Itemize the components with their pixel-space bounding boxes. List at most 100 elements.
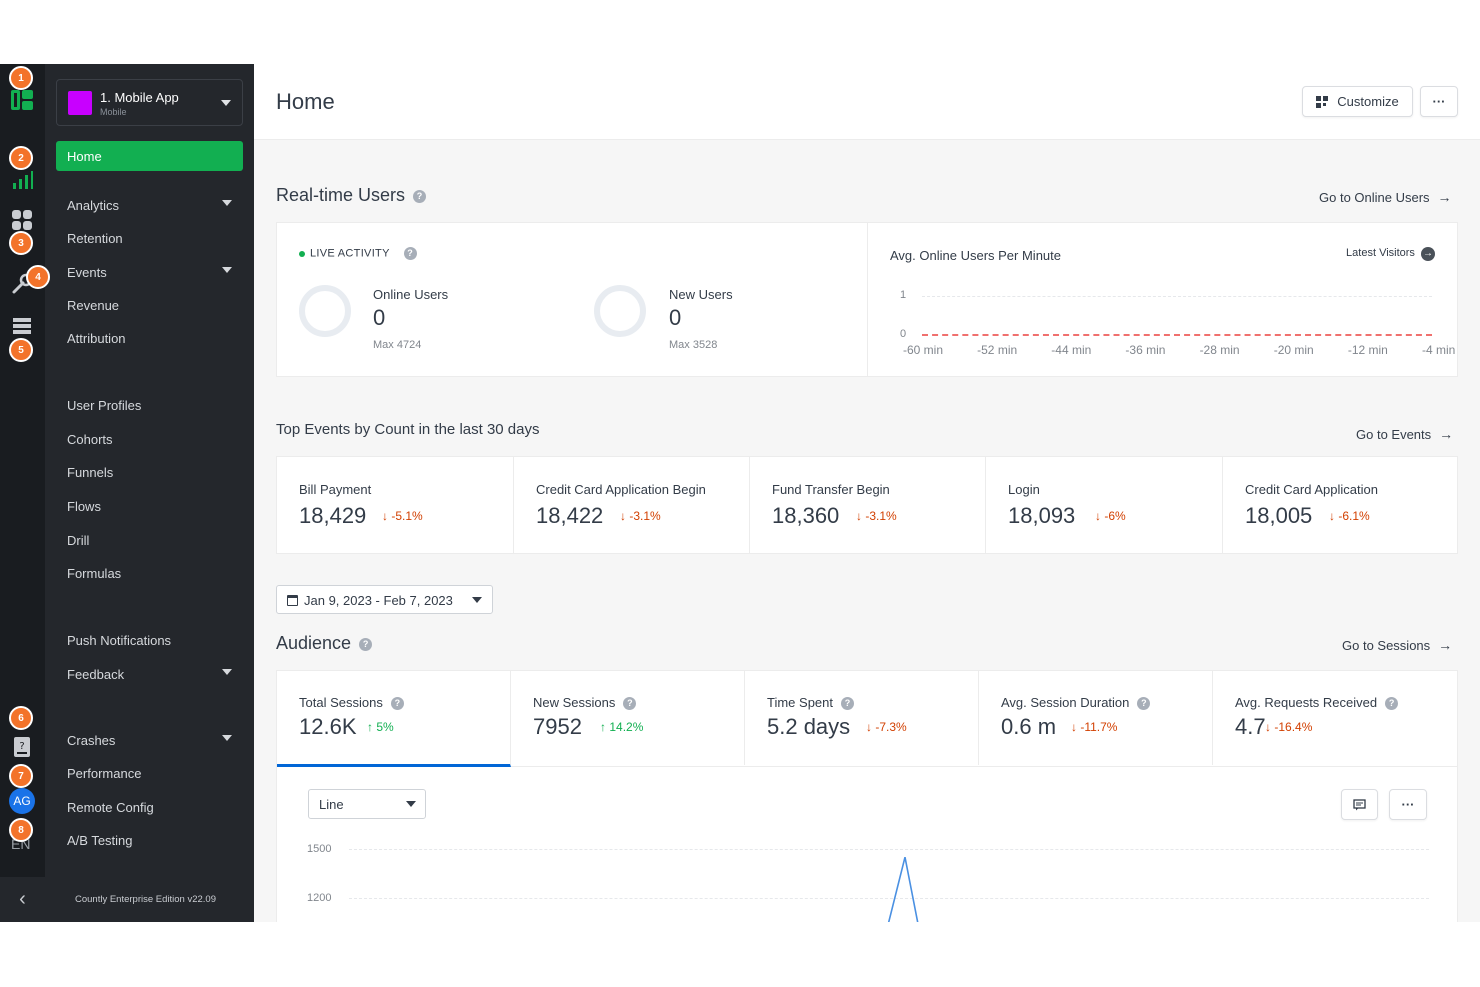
latest-visitors-link[interactable]: Latest Visitors → xyxy=(1346,247,1435,261)
customize-button[interactable]: Customize xyxy=(1302,86,1413,117)
sidebar-item-crashes[interactable]: Crashes xyxy=(45,730,254,750)
metric-name-text: Time Spent xyxy=(767,695,833,710)
sidebar-item-retention[interactable]: Retention xyxy=(45,228,254,248)
metric-value: 5.2 days xyxy=(767,714,851,739)
chart-type-select[interactable]: Line xyxy=(308,789,426,819)
y-tick-label: 0 xyxy=(900,328,907,340)
help-icon[interactable]: ? xyxy=(623,697,637,711)
grid-line xyxy=(349,849,1429,850)
more-options-button[interactable]: ··· xyxy=(1420,86,1458,117)
audience-tabs: Total Sessions? 12.6K ↑ 5% New Sessions?… xyxy=(277,671,1457,767)
arrow-right-icon: → xyxy=(1439,426,1454,442)
help-icon[interactable]: ? xyxy=(403,247,417,260)
sidebar-item-push-notifications[interactable]: Push Notifications xyxy=(45,630,254,650)
tab-avg-session-duration[interactable]: Avg. Session Duration? 0.6 m ↓ -11.7% xyxy=(979,671,1213,765)
sidebar-item-label: Formulas xyxy=(67,566,122,581)
sidebar-item-events[interactable]: Events xyxy=(45,262,254,282)
metric-name: Avg. Session Duration? xyxy=(1001,695,1151,711)
sidebar-item-revenue[interactable]: Revenue xyxy=(45,295,254,315)
event-cell[interactable]: Bill Payment 18,429 ↓ -5.1% xyxy=(277,457,514,553)
collapse-sidebar-button[interactable]: ‹ xyxy=(0,877,45,922)
help-icon[interactable]: ? xyxy=(1385,697,1399,711)
online-users-chart-panel: Avg. Online Users Per Minute Latest Visi… xyxy=(868,223,1457,376)
go-link-text: Go to Online Users xyxy=(1319,190,1430,205)
live-indicator-dot xyxy=(299,250,305,257)
analytics-chart-icon[interactable] xyxy=(10,168,34,192)
new-users-max: Max 3528 xyxy=(669,339,718,351)
management-list-icon[interactable] xyxy=(10,314,34,338)
chevron-down-icon xyxy=(221,100,231,106)
event-cell[interactable]: Credit Card Application 18,005 ↓ -6.1% xyxy=(1223,457,1457,553)
svg-text:?: ? xyxy=(19,741,24,752)
event-trend: ↓ -3.1% xyxy=(620,509,661,523)
dashboards-grid-icon[interactable] xyxy=(10,208,34,232)
app-selector[interactable]: 1. Mobile App Mobile xyxy=(56,79,243,126)
sidebar-item-flows[interactable]: Flows xyxy=(45,496,254,516)
arrow-down-icon: ↓ xyxy=(1095,509,1101,523)
date-range-picker[interactable]: Jan 9, 2023 - Feb 7, 2023 xyxy=(276,585,493,614)
version-label: Countly Enterprise Edition v22.09 xyxy=(75,894,216,905)
chevron-down-icon xyxy=(472,597,482,603)
sidebar-item-formulas[interactable]: Formulas xyxy=(45,563,254,583)
sidebar-item-funnels[interactable]: Funnels xyxy=(45,462,254,482)
tab-new-sessions[interactable]: New Sessions? 7952 ↑ 14.2% xyxy=(511,671,745,765)
arrow-right-icon: → xyxy=(1437,189,1452,205)
metric-value: 4.7 xyxy=(1235,714,1266,739)
top-events-title: Top Events by Count in the last 30 days xyxy=(276,421,540,438)
arrow-right-icon: → xyxy=(1438,637,1453,653)
sidebar-item-ab-testing[interactable]: A/B Testing xyxy=(45,830,254,850)
sidebar-item-label: Retention xyxy=(67,231,123,246)
chart-more-button[interactable]: ··· xyxy=(1389,789,1427,820)
sidebar-item-feedback[interactable]: Feedback xyxy=(45,664,254,684)
help-icon[interactable]: ? xyxy=(413,189,427,203)
metric-value: 12.6K xyxy=(299,714,357,739)
event-cell[interactable]: Fund Transfer Begin 18,360 ↓ -3.1% xyxy=(750,457,986,553)
comment-icon xyxy=(1353,798,1366,810)
annotation-button[interactable] xyxy=(1341,789,1378,820)
sidebar-item-drill[interactable]: Drill xyxy=(45,530,254,550)
sidebar-item-cohorts[interactable]: Cohorts xyxy=(45,429,254,449)
step-badge-4: 4 xyxy=(26,265,50,289)
help-icon[interactable]: ? xyxy=(359,637,373,651)
sidebar-item-label: Feedback xyxy=(67,667,125,682)
chevron-down-icon xyxy=(222,669,232,675)
event-name: Login xyxy=(1008,482,1040,497)
tab-time-spent[interactable]: Time Spent? 5.2 days ↓ -7.3% xyxy=(745,671,979,765)
online-users-label: Online Users xyxy=(373,287,449,302)
countly-logo-icon[interactable] xyxy=(10,88,34,112)
tab-avg-requests-received[interactable]: Avg. Requests Received? 4.7 ↓ -16.4% xyxy=(1213,671,1457,765)
x-tick-label: -60 min xyxy=(903,343,944,357)
metric-name-text: Avg. Requests Received xyxy=(1235,695,1378,710)
event-trend: ↓ -5.1% xyxy=(382,509,423,523)
sidebar-item-analytics[interactable]: Analytics xyxy=(45,195,254,215)
event-trend-value: -6.1% xyxy=(1338,509,1370,523)
new-users-value: 0 xyxy=(669,305,682,330)
go-to-events-link[interactable]: Go to Events → xyxy=(1356,426,1453,442)
event-cell[interactable]: Login 18,093 ↓ -6% xyxy=(986,457,1223,553)
sidebar-item-user-profiles[interactable]: User Profiles xyxy=(45,395,254,415)
arrow-up-icon: ↑ xyxy=(600,720,606,734)
help-document-icon[interactable]: ? xyxy=(10,735,34,759)
online-users-value: 0 xyxy=(373,305,386,330)
sidebar-item-attribution[interactable]: Attribution xyxy=(45,328,254,348)
tab-total-sessions[interactable]: Total Sessions? 12.6K ↑ 5% xyxy=(277,671,511,767)
sidebar-item-remote-config[interactable]: Remote Config xyxy=(45,797,254,817)
event-value: 18,429 xyxy=(299,503,367,528)
sidebar-item-performance[interactable]: Performance xyxy=(45,763,254,783)
go-to-online-users-link[interactable]: Go to Online Users → xyxy=(1319,189,1452,205)
sidebar-item-label: Drill xyxy=(67,533,90,548)
app-type: Mobile xyxy=(100,107,127,117)
event-cell[interactable]: Credit Card Application Begin 18,422 ↓ -… xyxy=(514,457,750,553)
user-avatar[interactable]: AG xyxy=(9,788,35,814)
sidebar-item-home[interactable]: Home xyxy=(56,141,243,171)
help-icon[interactable]: ? xyxy=(390,697,404,711)
step-badge-8: 8 xyxy=(9,818,33,842)
realtime-title-text: Real-time Users xyxy=(276,185,406,205)
metric-trend: ↓ -16.4% xyxy=(1265,720,1312,734)
help-icon[interactable]: ? xyxy=(841,697,854,711)
page-title: Home xyxy=(276,89,335,114)
go-to-sessions-link[interactable]: Go to Sessions → xyxy=(1342,637,1452,653)
latest-visitors-text: Latest Visitors xyxy=(1346,247,1415,259)
help-icon[interactable]: ? xyxy=(1137,697,1151,711)
series-line xyxy=(922,334,1432,336)
